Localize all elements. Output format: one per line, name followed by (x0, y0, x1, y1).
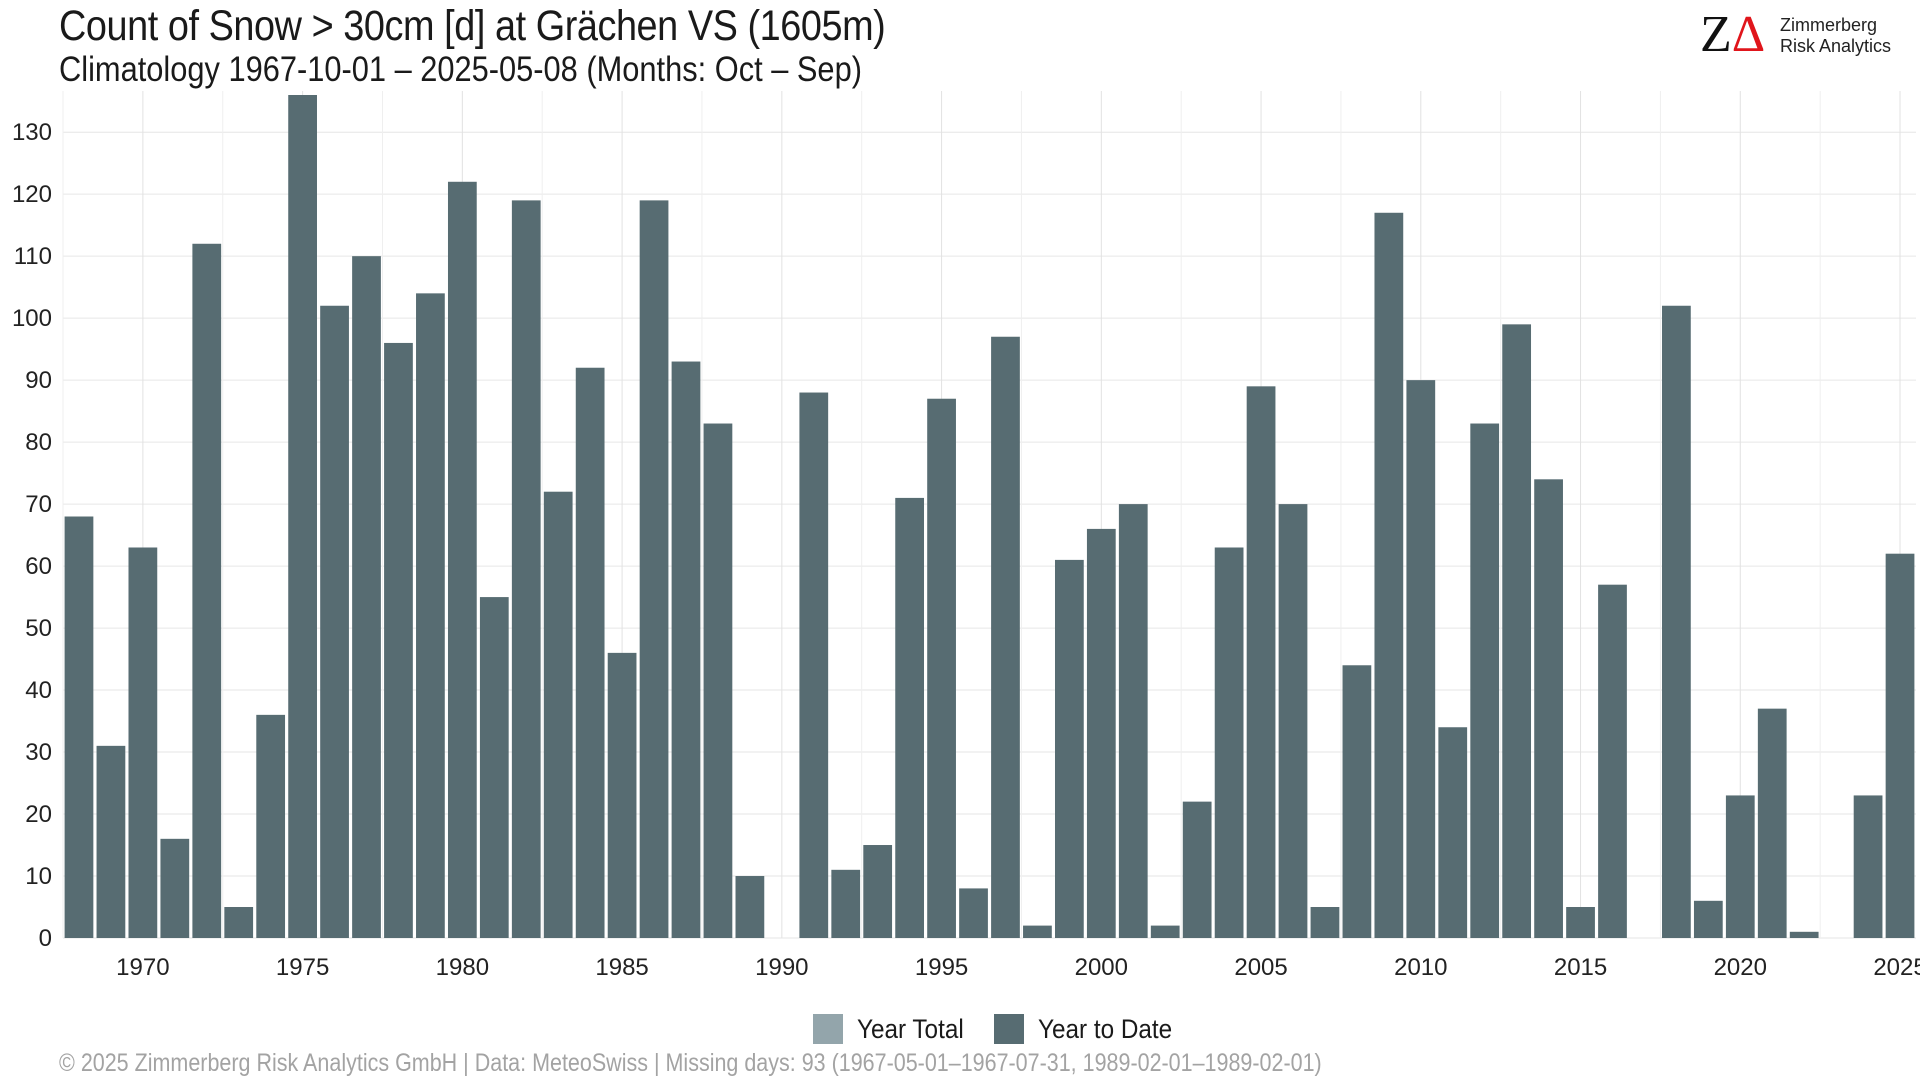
bar-1985 (607, 652, 637, 938)
chart-title: Count of Snow > 30cm [d] at Grächen VS (… (59, 2, 886, 50)
legend-label-year-total: Year Total (857, 1013, 964, 1044)
bar-2019 (1693, 900, 1723, 938)
y-tick-label: 20 (25, 801, 52, 828)
bar-1977 (352, 256, 381, 939)
bar-1998 (1023, 925, 1052, 938)
bar-1982 (511, 200, 541, 938)
x-tick-label: 2015 (1554, 954, 1607, 981)
bar-2006 (1278, 504, 1308, 938)
bar-1989 (735, 876, 765, 938)
bar-1994 (895, 497, 925, 938)
bar-2013 (1502, 324, 1532, 938)
bar-1992 (831, 869, 861, 938)
bar-1988 (703, 423, 733, 938)
bar-2016 (1598, 584, 1627, 938)
logo-delta-icon: Δ (1731, 6, 1766, 63)
bar-1995 (927, 398, 956, 939)
bar-2015 (1566, 907, 1595, 938)
bar-2010 (1406, 380, 1436, 939)
bar-2021 (1757, 708, 1787, 938)
bar-1972 (192, 243, 222, 938)
bar-1986 (639, 200, 669, 938)
bar-1999 (1054, 559, 1084, 938)
x-tick-label: 2005 (1234, 954, 1287, 981)
bar-1979 (416, 293, 445, 939)
y-tick-label: 40 (25, 677, 52, 704)
bar-1974 (256, 714, 286, 938)
y-tick-label: 50 (25, 615, 52, 642)
y-tick-label: 110 (14, 243, 52, 270)
x-tick-label: 1975 (276, 954, 329, 981)
bar-2002 (1150, 925, 1180, 938)
bar-1970 (128, 547, 158, 938)
y-tick-label: 120 (12, 181, 52, 208)
bar-1968 (64, 516, 94, 938)
legend-label-year-to-date: Year to Date (1037, 1013, 1172, 1044)
bar-1976 (320, 305, 349, 938)
bar-1971 (160, 838, 190, 938)
y-tick-label: 100 (12, 305, 52, 332)
x-tick-label: 1995 (915, 954, 968, 981)
logo-line-2: Risk Analytics (1780, 36, 1892, 56)
bar-1980 (447, 181, 477, 938)
bar-2004 (1214, 547, 1244, 938)
bar-2000 (1086, 528, 1116, 938)
logo-text: Zimmerberg Risk Analytics (1780, 15, 1891, 57)
logo-z: Z (1700, 6, 1732, 63)
legend-swatch-year-total (813, 1014, 843, 1044)
x-tick-label: 1980 (436, 954, 489, 981)
x-tick-label: 1970 (116, 954, 169, 981)
bar-1978 (384, 342, 413, 938)
bar-2018 (1662, 305, 1691, 938)
y-tick-label: 0 (39, 925, 52, 952)
bar-1981 (479, 597, 509, 938)
legend-swatch-year-to-date (993, 1014, 1024, 1044)
bar-1973 (224, 907, 254, 938)
x-tick-label: 2025 (1873, 954, 1920, 981)
bar-1987 (671, 361, 701, 939)
bar-2024 (1853, 795, 1883, 938)
y-tick-label: 60 (25, 553, 52, 580)
y-tick-label: 10 (25, 863, 52, 890)
bar-2020 (1725, 795, 1755, 938)
bar-1991 (799, 392, 829, 938)
chart-subtitle: Climatology 1967-10-01 – 2025-05-08 (Mon… (59, 50, 862, 89)
bar-chart: 0 10 20 30 40 50 60 70 80 90 100 110 120 130 1970 1975 1… (12, 91, 1920, 981)
chart-legend: Year Total Year to Date (813, 1013, 1205, 1045)
y-tick-label: 30 (25, 739, 52, 766)
bar-1996 (959, 888, 988, 938)
bar-2009 (1374, 212, 1404, 938)
y-tick-label: 80 (25, 429, 52, 456)
logo-mark: ZΔ (1700, 9, 1765, 61)
x-tick-label: 1990 (755, 954, 808, 981)
x-tick-label: 1985 (595, 954, 648, 981)
logo-line-1: Zimmerberg (1780, 15, 1878, 35)
bar-2008 (1342, 665, 1372, 938)
x-tick-label: 2010 (1394, 954, 1447, 981)
bar-2025 (1885, 553, 1915, 938)
bar-2001 (1118, 504, 1148, 938)
y-tick-label: 130 (12, 119, 52, 146)
y-tick-label: 70 (25, 491, 52, 518)
bar-2007 (1310, 907, 1340, 938)
y-tick-label: 90 (25, 367, 52, 394)
company-logo: ZΔ Zimmerberg Risk Analytics (1700, 9, 1900, 61)
bar-1983 (543, 491, 573, 938)
bar-2005 (1246, 386, 1276, 938)
footer-credits: © 2025 Zimmerberg Risk Analytics GmbH | … (59, 1049, 1322, 1077)
bar-1997 (991, 336, 1020, 938)
bar-1969 (96, 745, 126, 938)
bar-1993 (863, 845, 893, 938)
bar-2012 (1470, 423, 1500, 938)
x-tick-label: 2020 (1714, 954, 1767, 981)
bar-1984 (575, 367, 605, 938)
bar-2022 (1789, 931, 1819, 938)
bar-2011 (1438, 727, 1468, 938)
bar-2014 (1534, 479, 1563, 938)
bar-1975 (288, 95, 317, 938)
x-tick-label: 2000 (1075, 954, 1128, 981)
bar-2003 (1182, 801, 1212, 938)
